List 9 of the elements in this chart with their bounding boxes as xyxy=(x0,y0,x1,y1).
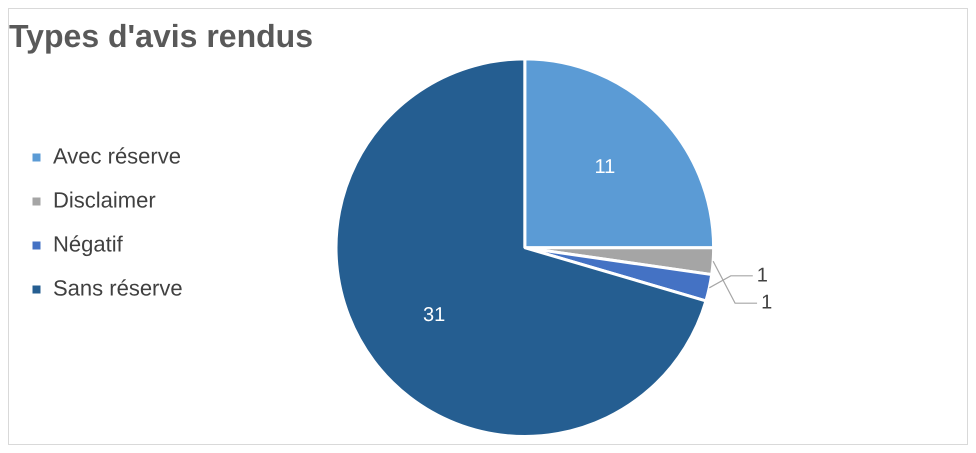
chart-title: Types d'avis rendus xyxy=(9,18,314,54)
legend-label: Avec réserve xyxy=(53,144,181,169)
legend-label: Sans réserve xyxy=(53,276,183,301)
data-label: 11 xyxy=(594,156,616,178)
data-label: 31 xyxy=(422,304,446,326)
data-label: 1 xyxy=(761,292,772,314)
legend-label: Disclaimer xyxy=(53,188,156,213)
data-label: 1 xyxy=(756,264,768,286)
legend-label: Négatif xyxy=(53,232,124,257)
